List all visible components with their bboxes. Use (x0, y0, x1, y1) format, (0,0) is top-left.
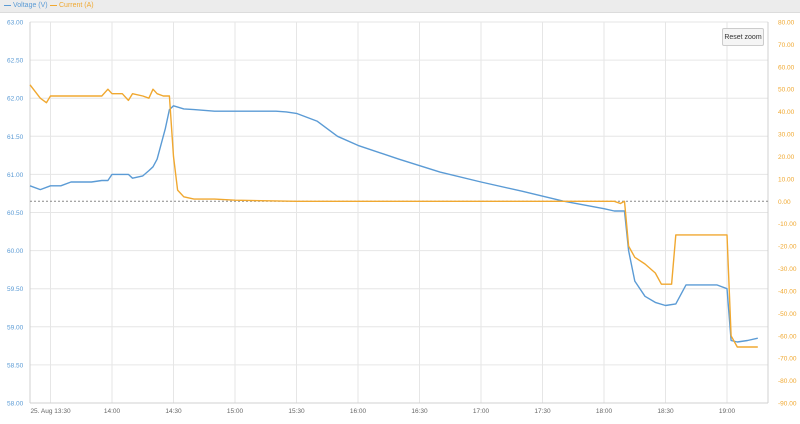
y-left-tick-label: 59.50 (7, 286, 24, 293)
y-right-tick-label: 20.00 (778, 154, 795, 161)
y-right-tick-label: -10.00 (778, 221, 797, 228)
legend-bar: Voltage (V) Current (A) (0, 0, 800, 13)
y-left-tick-label: 60.00 (7, 248, 24, 255)
y-right-tick-label: 60.00 (778, 64, 795, 71)
x-tick-label: 18:00 (596, 408, 613, 415)
y-right-tick-label: 50.00 (778, 87, 795, 94)
y-right-tick-label: 0.00 (778, 199, 791, 206)
legend-item-voltage[interactable]: Voltage (V) (4, 0, 48, 11)
y-right-tick-label: 80.00 (778, 20, 795, 27)
chart-canvas[interactable]: 58.00 58.50 59.00 59.50 60.00 60.50 61.00 61.50… (0, 12, 800, 424)
current-swatch-icon (50, 4, 57, 6)
legend-voltage-label: Voltage (V) (13, 2, 48, 9)
y-left-tick-label: 62.00 (7, 96, 24, 103)
x-tick-label: 19:00 (719, 408, 736, 415)
y-right-tick-label: -40.00 (778, 288, 797, 295)
x-tick-label: 25. Aug 13:30 (30, 408, 71, 415)
x-tick-label: 17:00 (473, 408, 490, 415)
reset-zoom-button[interactable]: Reset zoom (722, 28, 764, 46)
y-left-tick-label: 58.00 (7, 401, 24, 408)
legend-item-current[interactable]: Current (A) (50, 0, 94, 11)
y-left-tick-label: 61.00 (7, 172, 24, 179)
x-tick-label: 18:30 (657, 408, 674, 415)
x-tick-label: 17:30 (534, 408, 551, 415)
x-tick-label: 15:00 (227, 408, 244, 415)
y-right-tick-label: 40.00 (778, 109, 795, 116)
legend-current-label: Current (A) (59, 2, 94, 9)
y-right-tick-label: -60.00 (778, 333, 797, 340)
y-right-tick-label: 30.00 (778, 132, 795, 139)
x-tick-label: 14:00 (104, 408, 121, 415)
current-series-line (29, 84, 758, 348)
y-right-tick-label: 10.00 (778, 176, 795, 183)
y-left-tick-label: 58.50 (7, 362, 24, 369)
y-right-tick-label: -30.00 (778, 266, 797, 273)
x-tick-label: 14:30 (165, 408, 182, 415)
voltage-series-line (29, 105, 758, 343)
y-left-tick-label: 60.50 (7, 210, 24, 217)
y-right-tick-label: -50.00 (778, 311, 797, 318)
y-left-tick-label: 62.50 (7, 58, 24, 65)
y-right-tick-label: -90.00 (778, 401, 797, 408)
voltage-swatch-icon (4, 4, 11, 6)
y-right-tick-label: -70.00 (778, 356, 797, 363)
y-left-tick-label: 61.50 (7, 134, 24, 141)
y-right-tick-label: 70.00 (778, 42, 795, 49)
y-left-tick-label: 59.00 (7, 324, 24, 331)
y-left-tick-label: 63.00 (7, 20, 24, 27)
y-right-tick-label: -80.00 (778, 378, 797, 385)
y-right-tick-label: -20.00 (778, 244, 797, 251)
x-tick-label: 16:30 (411, 408, 428, 415)
x-tick-label: 16:00 (350, 408, 367, 415)
x-tick-label: 15:30 (288, 408, 305, 415)
